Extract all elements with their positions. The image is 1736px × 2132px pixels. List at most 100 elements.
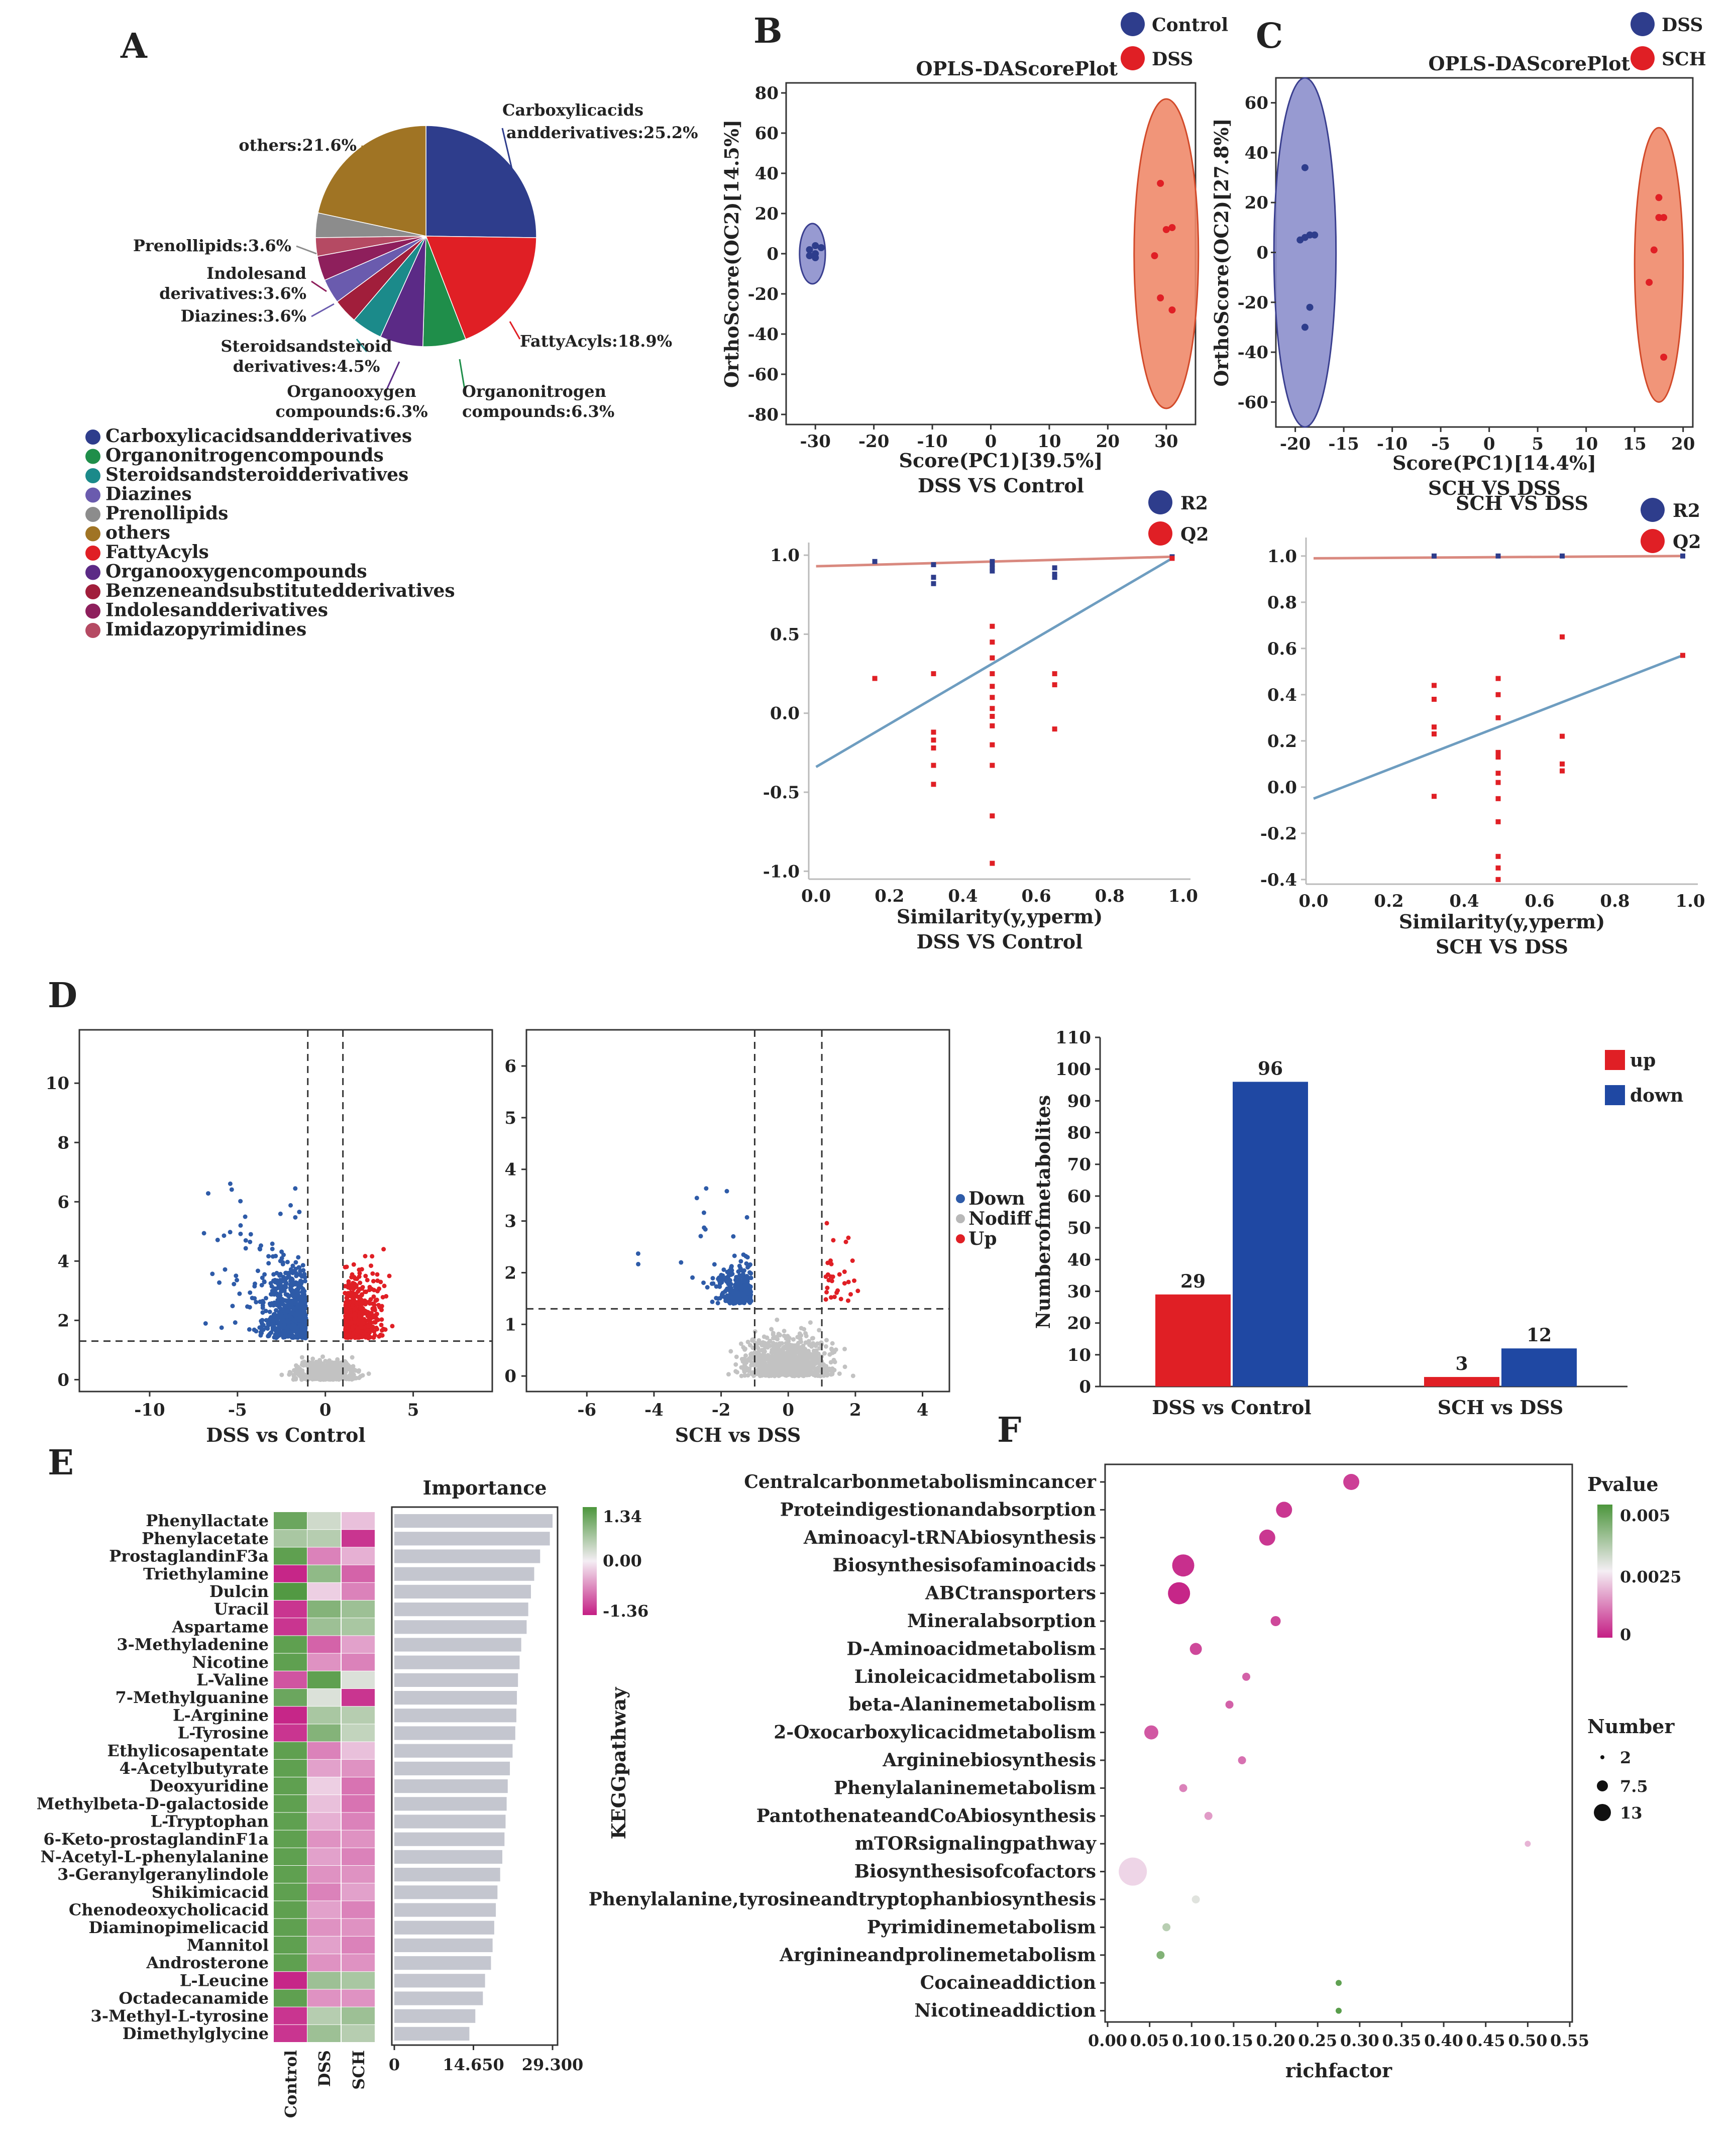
down-point (274, 1308, 279, 1313)
heatmap-cell (274, 1530, 307, 1547)
x-tick-label: 5 (1532, 434, 1544, 454)
permutation-point-Q2 (931, 737, 936, 743)
importance-bar (394, 1638, 521, 1652)
down-point (724, 1189, 729, 1194)
down-point (297, 1265, 302, 1270)
y-tick-label: 0 (1079, 1377, 1091, 1397)
pathway-bubble (1144, 1725, 1158, 1740)
up-point (832, 1295, 837, 1300)
leader-line (311, 280, 327, 292)
down-point (701, 1280, 706, 1285)
heatmap-cell (274, 1582, 307, 1600)
nodiff-point (319, 1371, 324, 1376)
y-axis-label: OrthoScore(OC2)[14.5%] (720, 120, 743, 388)
nodiff-point (747, 1343, 752, 1348)
metabolite-label: 3-Methyl-L-tyrosine (90, 2006, 269, 2026)
legend-marker (956, 1194, 965, 1203)
nodiff-point (786, 1356, 791, 1361)
x-tick-label: 15 (1623, 434, 1647, 454)
x-tick-label: -20 (858, 432, 889, 452)
down-point (701, 1210, 706, 1215)
down-point (721, 1267, 726, 1272)
heatmap-cell (307, 1512, 341, 1530)
confidence-ellipse-DSS (1273, 77, 1337, 428)
permutation-point-Q2 (1052, 726, 1057, 732)
down-point (279, 1289, 284, 1294)
nodiff-point (828, 1372, 833, 1377)
permutation-point-Q2 (872, 676, 878, 681)
down-point (252, 1327, 257, 1332)
down-point (286, 1274, 291, 1280)
number-legend-marker (1597, 1780, 1608, 1791)
metabolite-label: Dulcin (209, 1582, 269, 1601)
nodiff-point (777, 1352, 782, 1357)
down-point (729, 1264, 734, 1269)
pie-label: Prenollipids:3.6% (133, 236, 291, 255)
nodiff-point (787, 1371, 792, 1376)
down-point (287, 1304, 292, 1309)
permutation-point-Q2 (1052, 671, 1057, 677)
down-point (283, 1279, 288, 1284)
permutation-point-Q2 (1495, 755, 1501, 760)
importance-bar (394, 1974, 485, 1988)
heatmap-cell (274, 1689, 307, 1707)
down-point (723, 1298, 728, 1303)
x-tick-label: 0.15 (1214, 2031, 1253, 2050)
heatmap-cell (274, 1547, 307, 1565)
x-tick-label: 20 (1671, 434, 1695, 454)
nodiff-point (783, 1344, 788, 1349)
heatmap-column-label: SCH (349, 2050, 368, 2090)
y-tick-label: 30 (1067, 1282, 1091, 1302)
up-point (354, 1291, 359, 1296)
y-tick-label: 6 (57, 1192, 69, 1212)
y-tick-label: 4 (57, 1251, 69, 1271)
down-point (278, 1211, 283, 1216)
x-tick-label: 0.0 (801, 886, 831, 906)
heatmap-column-label: DSS (315, 2050, 334, 2087)
nodiff-point (351, 1372, 356, 1377)
heatmap-cell (307, 1989, 341, 2007)
nodiff-point (360, 1373, 365, 1378)
nodiff-point (788, 1365, 793, 1370)
nodiff-point (357, 1375, 362, 1380)
permutation-point-Q2 (990, 623, 995, 629)
heatmap-cell (307, 1565, 341, 1582)
nodiff-point (781, 1361, 786, 1366)
nodiff-point (828, 1360, 833, 1365)
up-point (838, 1297, 843, 1302)
plot-frame (1275, 77, 1694, 428)
pathway-bubble (1225, 1700, 1234, 1709)
score-point (1162, 226, 1170, 233)
metabolite-label: Nicotine (192, 1653, 269, 1672)
leader-line (509, 321, 521, 340)
heatmap-cell (342, 1582, 375, 1600)
pathway-bubble (1276, 1502, 1292, 1518)
up-point (363, 1289, 368, 1294)
nodiff-point (766, 1357, 771, 1362)
x-tick-label: 0 (389, 2055, 400, 2074)
nodiff-point (320, 1354, 325, 1359)
nodiff-point (756, 1370, 762, 1375)
heatmap-cell (274, 1671, 307, 1688)
legend-swatch (1605, 1050, 1625, 1070)
up-point (370, 1324, 375, 1329)
bar-value-label: 3 (1455, 1353, 1468, 1374)
pathway-bubble (1336, 2007, 1342, 2014)
metabolite-label: Aspartame (171, 1617, 269, 1636)
kegg-bubble-chart: Centralcarbonmetabolismincancer Proteindi… (589, 1463, 1681, 2082)
nodiff-point (753, 1363, 758, 1368)
permutation-point-R2 (1052, 565, 1057, 571)
nodiff-point (747, 1356, 752, 1361)
importance-bar (394, 1744, 513, 1758)
down-point (235, 1277, 240, 1283)
heatmap-cell (342, 1954, 375, 1972)
up-point (370, 1271, 375, 1276)
down-point (248, 1239, 253, 1244)
up-point (835, 1288, 840, 1293)
nodiff-point (792, 1350, 797, 1355)
pie-chart: Carboxylicacids andderivatives:25.2% Fatty… (133, 100, 698, 421)
up-point (363, 1253, 368, 1258)
nodiff-point (804, 1333, 809, 1338)
down-point (728, 1282, 733, 1287)
